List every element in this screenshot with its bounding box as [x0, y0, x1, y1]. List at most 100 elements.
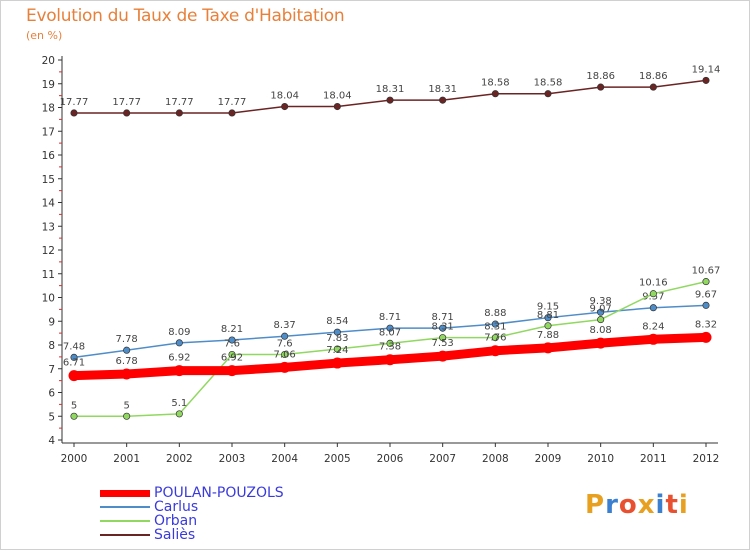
- data-label: 19.14: [692, 64, 721, 75]
- x-tick-label: 2008: [482, 453, 509, 465]
- logo-letter: P: [585, 490, 606, 520]
- y-tick-label: 10: [42, 293, 55, 305]
- data-label: 7.06: [274, 349, 296, 360]
- data-label: 5: [123, 400, 129, 411]
- data-point: [70, 353, 78, 361]
- y-tick-label: 17: [42, 126, 55, 138]
- data-point: [491, 320, 499, 328]
- y-tick-label: 11: [42, 269, 55, 281]
- data-label: 7.6: [224, 339, 240, 350]
- y-tick-label: 12: [42, 245, 55, 257]
- x-tick-label: 2000: [61, 453, 88, 465]
- legend-swatch: [100, 534, 150, 536]
- data-label: 6.92: [221, 353, 243, 364]
- data-point: [649, 290, 657, 298]
- data-point: [702, 301, 710, 309]
- y-tick-label: 16: [42, 150, 56, 162]
- data-label: 18.86: [586, 71, 615, 82]
- data-label: 8.21: [221, 324, 243, 335]
- data-point: [123, 109, 131, 117]
- legend-swatch: [100, 506, 150, 508]
- y-tick-label: 13: [42, 221, 55, 233]
- data-label: 18.58: [534, 78, 563, 89]
- data-label: 18.31: [428, 84, 457, 95]
- data-point: [544, 90, 552, 98]
- y-tick-label: 14: [42, 198, 56, 210]
- logo-letter: r: [605, 490, 619, 520]
- data-label: 8.71: [379, 312, 401, 323]
- y-tick-label: 6: [48, 388, 55, 400]
- data-label: 8.31: [432, 322, 454, 333]
- y-tick-label: 19: [42, 79, 55, 91]
- data-point: [597, 316, 605, 324]
- data-point: [123, 346, 131, 354]
- data-point: [68, 370, 80, 382]
- data-point: [386, 96, 394, 104]
- data-point: [439, 324, 447, 332]
- data-point: [595, 337, 607, 349]
- data-point: [279, 361, 291, 373]
- data-label: 7.88: [537, 330, 559, 341]
- data-label: 8.81: [537, 310, 559, 321]
- data-point: [544, 322, 552, 330]
- legend-swatch: [100, 490, 150, 497]
- data-label: 7.38: [379, 342, 401, 353]
- data-label: 17.77: [60, 97, 89, 108]
- y-tick-label: 18: [42, 103, 55, 115]
- y-tick-label: 8: [48, 340, 55, 352]
- data-label: 8.24: [642, 321, 664, 332]
- data-point: [175, 339, 183, 347]
- y-tick-label: 20: [42, 55, 55, 67]
- data-label: 10.67: [692, 266, 721, 277]
- logo-letter: x: [637, 490, 656, 520]
- data-label: 8.08: [590, 325, 612, 336]
- data-label: 18.58: [481, 78, 510, 89]
- data-label: 10.16: [639, 278, 668, 289]
- data-point: [281, 103, 289, 111]
- data-label: 17.77: [112, 97, 141, 108]
- data-point: [649, 83, 657, 91]
- data-point: [228, 109, 236, 117]
- logo-letter: o: [618, 490, 638, 520]
- data-point: [597, 83, 605, 91]
- data-label: 7.53: [432, 338, 454, 349]
- legend-label: Orban: [154, 513, 198, 529]
- logo-letter: i: [655, 490, 666, 520]
- data-point: [228, 336, 236, 344]
- x-tick-label: 2011: [640, 453, 667, 465]
- data-label: 7.78: [116, 334, 138, 345]
- data-label: 8.09: [168, 327, 190, 338]
- data-label: 17.77: [165, 97, 194, 108]
- data-point: [647, 333, 659, 345]
- data-point: [333, 345, 341, 353]
- data-point: [597, 308, 605, 316]
- data-point: [702, 278, 710, 286]
- data-point: [384, 354, 396, 366]
- legend-swatch: [100, 520, 150, 522]
- logo-letter: t: [665, 490, 679, 520]
- data-label: 18.04: [323, 91, 352, 102]
- data-label: 7.76: [484, 333, 506, 344]
- y-tick-label: 5: [48, 411, 55, 423]
- data-label: 8.71: [432, 312, 454, 323]
- x-tick-label: 2009: [535, 453, 562, 465]
- legend-label: POULAN-POUZOLS: [154, 485, 284, 501]
- data-point: [702, 76, 710, 84]
- data-label: 17.77: [218, 97, 247, 108]
- data-point: [228, 350, 236, 359]
- data-label: 8.37: [274, 320, 296, 331]
- data-point: [226, 365, 238, 377]
- data-label: 8.32: [695, 319, 717, 330]
- legend-label: Saliès: [154, 527, 196, 543]
- y-tick-label: 15: [42, 174, 55, 186]
- data-point: [173, 365, 185, 377]
- data-label: 18.04: [270, 91, 299, 102]
- x-tick-label: 2006: [377, 453, 404, 465]
- y-tick-label: 7: [48, 364, 55, 376]
- data-label: 5.1: [171, 398, 187, 409]
- data-point: [386, 339, 394, 347]
- x-tick-label: 2003: [219, 453, 246, 465]
- data-point: [542, 342, 554, 354]
- data-point: [649, 304, 657, 312]
